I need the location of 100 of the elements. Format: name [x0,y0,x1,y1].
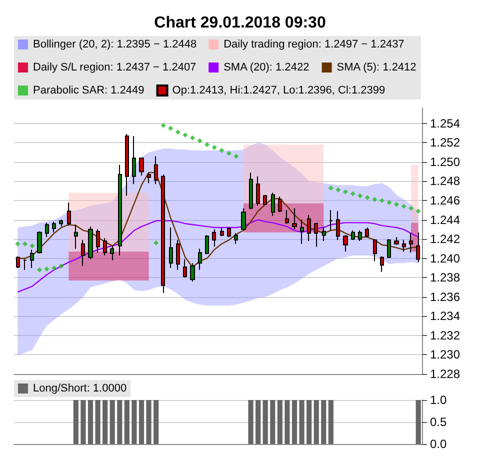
candlestick [176,240,180,270]
line-series [17,172,419,268]
point [343,189,348,194]
candlestick [402,240,406,252]
candlestick [220,227,224,237]
candlestick [336,210,340,241]
candlestick [387,238,391,258]
candlestick [343,234,348,252]
legend-label: Long/Short: 1.0000 [33,382,127,394]
candlestick [118,164,122,256]
point [197,138,202,144]
y-tick-label: 0.5 [430,415,448,429]
candlestick [52,221,56,233]
chart-title: Chart 29.01.2018 09:30 [154,14,326,32]
candlestick [190,262,195,282]
point [401,204,406,209]
candlestick [394,236,399,246]
point [364,195,370,200]
candlestick [132,135,136,185]
y-tick-label: 1.242 [430,232,460,246]
candlestick [322,226,326,242]
candlestick [110,245,114,261]
candlestick [212,228,216,248]
candlestick [329,210,333,231]
point [408,206,414,211]
candlestick [416,232,420,263]
candlestick [161,174,165,294]
point [350,191,356,196]
y-tick-label: 1.238 [430,270,460,285]
point [219,148,224,153]
y-tick-label: 1.240 [430,251,460,266]
point [182,132,188,138]
candlestick [198,248,202,270]
candlestick [96,228,100,254]
legend-label: Daily trading region: 1.2497 − 1.2437 [224,38,404,50]
point [154,240,159,246]
candlestick [16,256,20,268]
candlestick [271,192,275,216]
legend-label: Parabolic SAR: 1.2449 [33,84,144,96]
candlestick [183,258,187,278]
point [190,135,195,140]
point [15,241,20,246]
candlestick [103,238,107,256]
candlestick [234,232,238,244]
y-tick-label: 1.234 [430,309,460,324]
y-tick-label: 0.0 [430,437,448,451]
point [37,267,42,272]
y-tick-label: 1.250 [430,154,460,169]
candlestick [351,230,355,241]
candlestick [373,238,377,262]
line-series [17,219,419,293]
y-tick-label: 1.244 [430,212,460,227]
point [160,122,166,128]
point [358,193,363,198]
y-tick-label: 1.228 [430,367,460,381]
candlestick [139,158,144,176]
point [168,126,174,131]
candlestick [263,194,267,205]
point [379,198,384,204]
candlestick [292,208,297,230]
y-tick-label: 1.248 [430,174,460,188]
candlestick [169,227,173,268]
y-tick-label: 1.254 [430,116,460,130]
candlestick [88,226,93,260]
candlestick [81,240,85,267]
point [234,154,239,159]
point [372,197,378,202]
point [386,200,392,205]
y-tick-label: 1.246 [430,194,460,208]
legend-label: Op:1.2413, Hi:1.2427, Lo:1.2396, Cl:1.2399 [172,84,386,96]
candlestick [125,134,129,196]
point [30,243,35,248]
candlestick [227,227,231,238]
point [336,187,341,192]
point [204,142,210,148]
candlestick [285,210,289,224]
candlestick [365,227,369,238]
candlestick [380,256,384,272]
candlestick [23,258,27,270]
candlestick [409,232,413,254]
y-tick-label: 1.232 [430,328,460,342]
point [328,185,334,190]
candlestick [30,249,34,268]
candlestick [59,219,63,228]
point [226,150,232,156]
point [44,266,50,272]
point [22,241,28,246]
candlestick [300,219,304,244]
y-tick-label: 1.0 [430,393,448,407]
legend-label: SMA (20): 1.2422 [224,62,310,74]
legend-label: Bollinger (20, 2): 1.2395 − 1.2448 [33,38,197,50]
point [52,265,57,270]
candlestick [307,214,311,242]
legend-label: Daily S/L region: 1.2437 − 1.2407 [33,62,196,74]
point [175,130,180,135]
point [212,145,217,150]
candlestick [74,224,78,250]
candlestick [147,172,151,184]
candlestick [278,196,282,213]
candlestick [249,172,253,210]
